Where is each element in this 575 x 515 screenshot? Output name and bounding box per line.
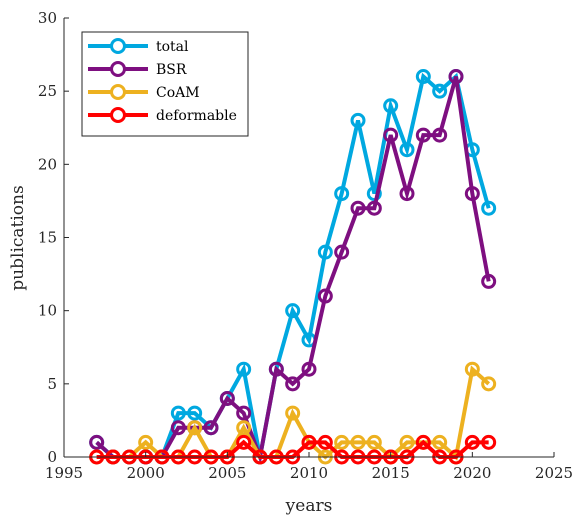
data-point-BSR xyxy=(170,420,186,436)
legend-label: CoAM xyxy=(156,85,200,101)
data-point-total xyxy=(187,405,203,421)
legend: total BSR CoAM deformable xyxy=(81,31,249,137)
y-tick-label: 10 xyxy=(38,302,57,320)
data-point-BSR xyxy=(219,390,235,406)
data-point-BSR xyxy=(89,434,105,450)
data-point-deformable xyxy=(236,434,252,450)
y-tick-label: 15 xyxy=(38,229,57,247)
x-tick-label: 2025 xyxy=(535,464,573,482)
data-point-BSR xyxy=(350,200,366,216)
data-point-total xyxy=(383,98,399,114)
data-point-BSR xyxy=(448,69,464,85)
legend-item-total: total xyxy=(88,38,189,55)
data-point-BSR xyxy=(236,405,252,421)
data-point-total xyxy=(170,405,186,421)
y-tick-label: 25 xyxy=(38,82,57,100)
data-point-BSR xyxy=(432,127,448,143)
data-point-CoAM xyxy=(187,420,203,436)
data-point-CoAM xyxy=(138,434,154,450)
x-tick-label: 2000 xyxy=(127,464,165,482)
data-point-deformable xyxy=(317,434,333,450)
data-point-deformable xyxy=(415,434,431,450)
x-tick-label: 1995 xyxy=(45,464,83,482)
data-point-BSR xyxy=(464,186,480,202)
legend-label: deformable xyxy=(156,108,237,124)
data-point-CoAM xyxy=(464,361,480,377)
data-point-total xyxy=(481,200,497,216)
legend-swatch-marker xyxy=(110,107,126,123)
data-point-deformable xyxy=(301,434,317,450)
data-point-CoAM xyxy=(432,434,448,450)
legend-label: total xyxy=(156,39,189,55)
data-point-BSR xyxy=(317,288,333,304)
y-tick-label: 5 xyxy=(47,375,57,393)
data-point-CoAM xyxy=(399,434,415,450)
legend-label: BSR xyxy=(156,62,187,78)
data-point-BSR xyxy=(415,127,431,143)
data-point-total xyxy=(432,83,448,99)
legend-swatch-marker xyxy=(110,84,126,100)
y-tick-label: 30 xyxy=(38,9,57,27)
data-point-BSR xyxy=(481,273,497,289)
legend-swatch-marker xyxy=(110,38,126,54)
y-axis-title: publications xyxy=(8,185,28,290)
data-point-CoAM xyxy=(334,434,350,450)
data-point-total xyxy=(399,142,415,158)
data-point-CoAM xyxy=(350,434,366,450)
data-point-total xyxy=(317,244,333,260)
data-point-deformable xyxy=(464,434,480,450)
data-point-total xyxy=(285,303,301,319)
x-tick-label: 2010 xyxy=(290,464,328,482)
x-tick-label: 2005 xyxy=(208,464,246,482)
data-point-CoAM xyxy=(285,405,301,421)
data-point-BSR xyxy=(268,361,284,377)
data-point-total xyxy=(350,112,366,128)
data-point-BSR xyxy=(301,361,317,377)
data-point-BSR xyxy=(383,127,399,143)
data-point-total xyxy=(236,361,252,377)
data-point-BSR xyxy=(399,186,415,202)
x-axis-title: years xyxy=(285,496,333,515)
y-tick-label: 0 xyxy=(47,448,57,466)
data-point-total xyxy=(415,69,431,85)
legend-box xyxy=(81,31,249,137)
x-tick-label: 2020 xyxy=(453,464,491,482)
data-point-deformable xyxy=(481,434,497,450)
data-point-CoAM xyxy=(366,434,382,450)
legend-item-CoAM: CoAM xyxy=(88,84,200,101)
data-point-total xyxy=(334,186,350,202)
legend-item-BSR: BSR xyxy=(88,61,187,78)
legend-swatch-marker xyxy=(110,61,126,77)
data-point-BSR xyxy=(203,420,219,436)
data-point-BSR xyxy=(366,200,382,216)
x-tick-label: 2015 xyxy=(372,464,410,482)
data-point-BSR xyxy=(285,376,301,392)
data-point-BSR xyxy=(334,244,350,260)
data-point-CoAM xyxy=(236,420,252,436)
legend-item-deformable: deformable xyxy=(88,107,237,124)
data-point-CoAM xyxy=(481,376,497,392)
y-tick-label: 20 xyxy=(38,155,57,173)
